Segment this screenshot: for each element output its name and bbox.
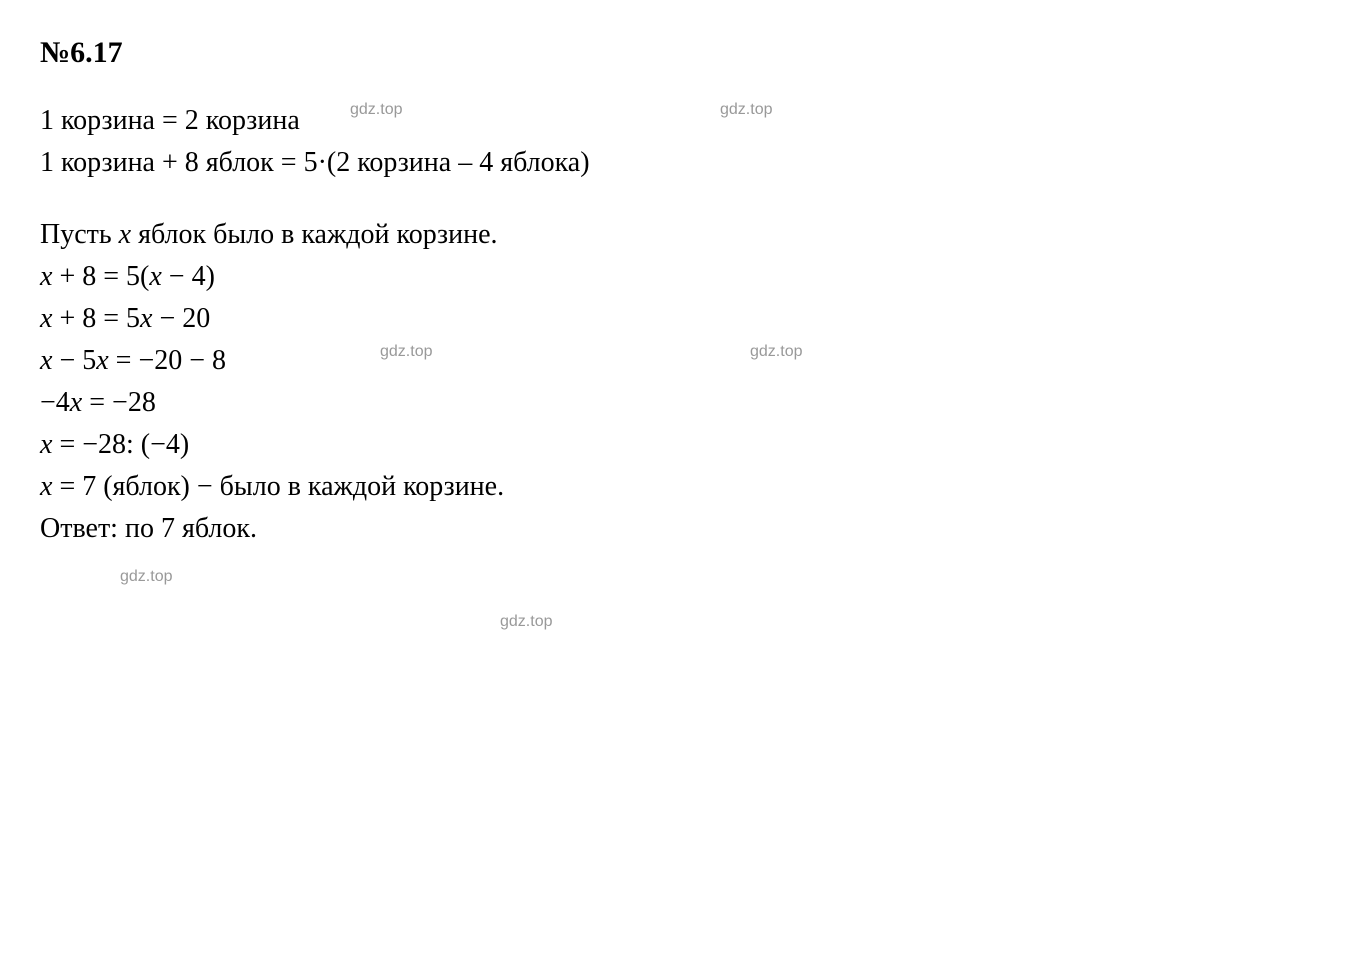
equation-2: x + 8 = 5x − 20 xyxy=(40,298,1305,340)
equation-3: x − 5x = −20 − 8 xyxy=(40,340,1305,382)
watermark-2: gdz.top xyxy=(720,98,772,122)
setup-line-2: 1 корзина + 8 яблок = 5·(2 корзина – 4 я… xyxy=(40,142,1305,184)
equation-6: x = 7 (яблок) − было в каждой корзине. xyxy=(40,466,1305,508)
watermark-3: gdz.top xyxy=(380,340,432,364)
equation-1: x + 8 = 5(x − 4) xyxy=(40,256,1305,298)
watermark-6: gdz.top xyxy=(500,610,552,634)
setup-line-1: 1 корзина = 2 корзина xyxy=(40,100,1305,142)
watermark-5: gdz.top xyxy=(120,565,172,589)
equation-4: −4x = −28 xyxy=(40,382,1305,424)
assumption-line: Пусть x яблок было в каждой корзине. xyxy=(40,214,1305,256)
answer-line: Ответ: по 7 яблок. xyxy=(40,508,1305,550)
watermark-4: gdz.top xyxy=(750,340,802,364)
watermark-1: gdz.top xyxy=(350,98,402,122)
equation-5: x = −28: (−4) xyxy=(40,424,1305,466)
document-content: gdz.top gdz.top gdz.top gdz.top gdz.top … xyxy=(40,30,1305,550)
problem-number: №6.17 xyxy=(40,30,1305,75)
